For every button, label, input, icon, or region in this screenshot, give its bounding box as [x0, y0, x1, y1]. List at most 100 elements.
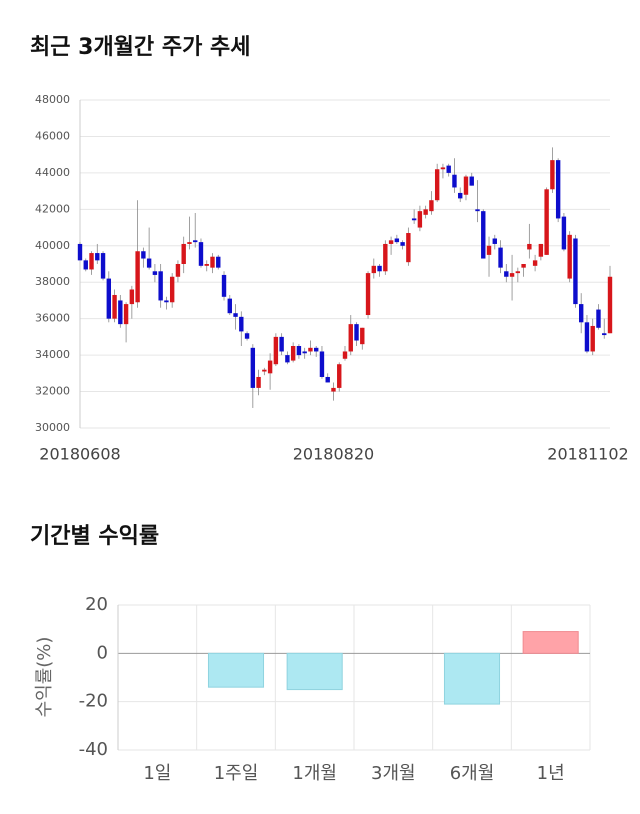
candle-body — [515, 271, 521, 274]
candle-body — [164, 300, 169, 303]
candle-body — [267, 360, 273, 374]
candle-body — [135, 251, 140, 303]
y-tick-label: -40 — [79, 739, 108, 760]
candle-body — [227, 298, 232, 314]
y-tick-label: 44000 — [35, 166, 70, 179]
chart-title: 기간별 수익률 — [30, 524, 159, 549]
candle-body — [394, 238, 400, 243]
candle-body — [141, 251, 146, 259]
candle-body — [590, 325, 595, 352]
candle-body — [521, 264, 526, 268]
candle-body — [434, 169, 440, 201]
candle-body — [440, 167, 446, 170]
x-tick-label: 20180608 — [39, 445, 120, 464]
y-tick-label: 48000 — [35, 93, 70, 106]
candle-body — [244, 333, 250, 339]
candle-body — [371, 265, 377, 274]
candle-body — [313, 347, 319, 352]
candle-body — [77, 243, 83, 261]
candle-body — [325, 376, 330, 383]
candle-body — [342, 351, 348, 359]
candle-body — [596, 309, 601, 328]
candle-body — [475, 209, 480, 212]
candle-body — [561, 216, 567, 250]
candle-body — [221, 274, 227, 297]
candle-body — [158, 271, 163, 301]
candle-body — [216, 256, 221, 268]
chart-title: 최근 3개월간 주가 추세 — [30, 35, 250, 60]
candle-body — [504, 271, 509, 277]
x-tick-label: 3개월 — [371, 763, 416, 784]
candle-body — [544, 189, 549, 255]
candle-body — [509, 273, 515, 277]
candle-body — [169, 276, 175, 303]
candle-body — [573, 238, 578, 305]
candle-body — [354, 324, 359, 341]
candle-body — [83, 260, 88, 270]
y-tick-label: 20 — [85, 594, 108, 615]
candle-body — [567, 234, 572, 279]
candle-body — [181, 243, 186, 264]
candle-body — [417, 211, 423, 228]
bar — [207, 652, 265, 688]
candle-body — [308, 347, 313, 352]
candle-body — [365, 273, 371, 316]
candle-body — [302, 351, 307, 354]
candle-body — [262, 369, 267, 372]
x-tick-label: 6개월 — [450, 763, 495, 784]
candle-body — [279, 336, 284, 352]
candle-body — [377, 265, 382, 272]
candle-body — [383, 243, 388, 272]
candle-body — [187, 242, 192, 244]
y-axis-label: 수익률(%) — [34, 637, 55, 718]
candle-body — [250, 347, 256, 388]
candle-body — [210, 256, 215, 268]
y-tick-label: 42000 — [35, 202, 70, 215]
candle-body — [492, 238, 497, 244]
bar — [443, 652, 501, 705]
candle-body — [233, 313, 238, 317]
candle-body — [204, 264, 209, 266]
y-tick-label: 30000 — [35, 421, 70, 434]
x-tick-label: 1주일 — [214, 763, 259, 784]
candle-body — [423, 209, 428, 215]
candle-body — [146, 258, 152, 268]
candle-body — [360, 327, 365, 345]
candle-body — [112, 294, 117, 319]
candle-body — [285, 355, 290, 363]
candle-body — [458, 192, 463, 199]
candle-body — [555, 160, 561, 219]
candle-body — [100, 253, 106, 279]
candle-body — [388, 240, 394, 244]
x-tick-label: 1년 — [537, 763, 565, 784]
candle-body — [411, 218, 417, 221]
candle-body — [498, 247, 503, 268]
candle-body — [584, 322, 590, 352]
y-tick-label: 34000 — [35, 348, 70, 361]
candle-body — [123, 304, 129, 325]
candle-body — [273, 336, 279, 365]
candle-body — [550, 160, 555, 190]
y-tick-label: 46000 — [35, 129, 70, 142]
x-tick-label: 1개월 — [292, 763, 337, 784]
y-tick-label: -20 — [79, 691, 108, 712]
candle-body — [175, 264, 181, 277]
x-tick-label: 1일 — [143, 763, 171, 784]
candle-body — [152, 271, 158, 275]
y-tick-label: 40000 — [35, 239, 70, 252]
bar — [286, 652, 343, 691]
candle-body — [95, 253, 100, 261]
candle-body — [193, 240, 198, 243]
candle-body — [331, 387, 336, 392]
candle-body — [296, 346, 302, 356]
candle-body — [406, 233, 411, 263]
candle-body — [337, 364, 342, 388]
candle-body — [486, 245, 492, 255]
candle-body — [106, 278, 112, 319]
candle-body — [319, 351, 325, 377]
candle-body — [446, 165, 451, 173]
candle-body — [239, 316, 244, 332]
candle-body — [532, 260, 538, 266]
x-tick-label: 20180820 — [293, 445, 374, 464]
